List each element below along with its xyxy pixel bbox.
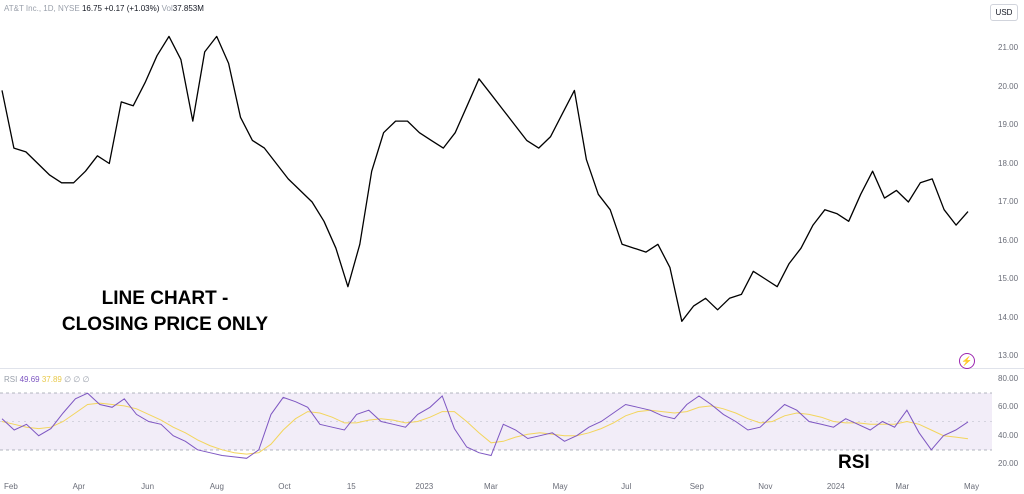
time-axis-label: May bbox=[964, 482, 980, 491]
price-axis-label: 19.00 bbox=[998, 120, 1019, 129]
time-axis-label: Mar bbox=[895, 482, 910, 491]
time-axis-label: 2024 bbox=[826, 482, 845, 491]
time-axis-label: 2023 bbox=[415, 482, 434, 491]
price-axis-label: 15.00 bbox=[998, 274, 1019, 283]
rsi-placeholders: ∅ ∅ ∅ bbox=[64, 375, 90, 384]
price-axis-label: 16.00 bbox=[998, 235, 1019, 245]
price-line-series bbox=[1, 35, 969, 322]
time-axis-label: 15 bbox=[346, 482, 356, 491]
price-chart[interactable] bbox=[0, 0, 992, 366]
rsi-chart[interactable] bbox=[0, 369, 992, 475]
price-axis-label: 18.00 bbox=[998, 158, 1019, 168]
symbol-info: AT&T Inc., 1D, NYSE bbox=[4, 4, 80, 13]
price-axis-label: 20.00 bbox=[998, 81, 1019, 91]
annotation-rsi: RSI bbox=[838, 452, 870, 473]
volume-value: 37.853M bbox=[172, 4, 204, 13]
rsi-legend: RSI 49.69 37.89 ∅ ∅ ∅ bbox=[4, 375, 89, 384]
rsi-axis-label: 40.00 bbox=[998, 430, 1019, 440]
time-axis-label: May bbox=[552, 482, 568, 491]
currency-button[interactable]: USD bbox=[990, 4, 1018, 21]
annotation-line2: CLOSING PRICE ONLY bbox=[61, 314, 269, 335]
rsi-ma-series bbox=[1, 402, 969, 455]
price-axis-label: 21.00 bbox=[998, 43, 1019, 52]
time-axis-label: Mar bbox=[484, 482, 498, 491]
price-change: +0.17 (+1.03%) bbox=[104, 4, 160, 13]
price-axis-label: 13.00 bbox=[998, 351, 1019, 360]
volume-label: Vol bbox=[161, 4, 173, 13]
time-axis-label: Oct bbox=[278, 482, 291, 491]
price-axis-label: 14.00 bbox=[998, 312, 1019, 322]
time-axis-label: Jul bbox=[621, 482, 632, 491]
time-axis-label: Sep bbox=[689, 482, 704, 491]
rsi-value: 49.69 bbox=[19, 375, 40, 384]
last-price: 16.75 bbox=[81, 4, 102, 13]
rsi-axis-label: 80.00 bbox=[998, 374, 1019, 383]
price-axis-label: 17.00 bbox=[998, 197, 1019, 206]
time-axis-label: Feb bbox=[4, 482, 18, 491]
rsi-line-series bbox=[1, 392, 969, 459]
annotation-line-chart: LINE CHART - CLOSING PRICE ONLY bbox=[10, 286, 320, 338]
pane-divider[interactable] bbox=[0, 368, 1024, 369]
rsi-label: RSI bbox=[4, 375, 18, 384]
time-axis-label: Aug bbox=[209, 482, 224, 491]
lightning-icon[interactable]: ⚡ bbox=[959, 353, 975, 369]
rsi-ma-value: 37.89 bbox=[41, 375, 62, 384]
rsi-axis-label: 60.00 bbox=[998, 402, 1019, 412]
annotation-line1: LINE CHART - bbox=[101, 288, 229, 309]
time-axis-label: Nov bbox=[758, 482, 773, 491]
symbol-legend: AT&T Inc., 1D, NYSE 16.75 +0.17 (+1.03%)… bbox=[4, 4, 204, 13]
rsi-axis-label: 20.00 bbox=[998, 459, 1019, 468]
time-axis-label: Apr bbox=[72, 482, 86, 491]
time-axis-label: Jun bbox=[141, 482, 155, 491]
rsi-band bbox=[0, 393, 992, 450]
